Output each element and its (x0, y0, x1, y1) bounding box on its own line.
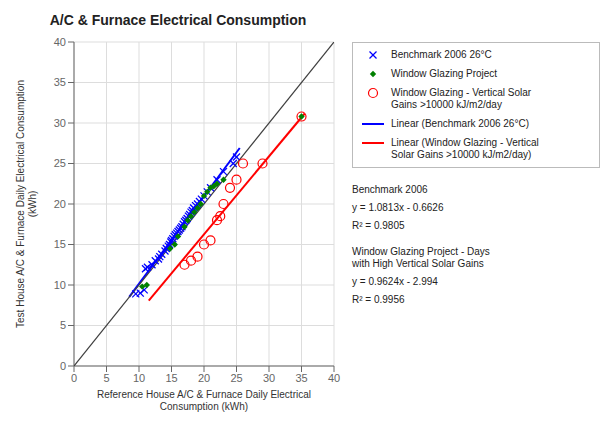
svg-text:5: 5 (103, 372, 109, 384)
html-text:Linear (Window Glazing - Verti: Linear (Window Glazing - Vertical Solar … (391, 137, 539, 160)
html-text:R² = 0.9956: R² = 0.9956 (352, 294, 405, 305)
svg-text:15: 15 (54, 238, 66, 250)
svg-text:10: 10 (54, 279, 66, 291)
html-text:Window Glazing - Vertical Sola: Window Glazing - Vertical Solar Gains >1… (391, 87, 532, 110)
html-text:y = 1.0813x - 0.6626: y = 1.0813x - 0.6626 (352, 202, 444, 213)
svg-text:0: 0 (71, 372, 77, 384)
svg-text:25: 25 (54, 157, 66, 169)
svg-text:Reference House A/C & Furnace: Reference House A/C & Furnace Daily Elec… (97, 389, 311, 412)
svg-text:40: 40 (54, 36, 66, 48)
svg-text:0: 0 (60, 360, 66, 372)
html-text:R² = 0.9805: R² = 0.9805 (352, 220, 405, 231)
svg-text:30: 30 (54, 117, 66, 129)
svg-text:25: 25 (230, 372, 242, 384)
html-text:Window Glazing Project: Window Glazing Project (391, 68, 498, 79)
html-text:Benchmark 2006: Benchmark 2006 (352, 184, 428, 195)
svg-text:20: 20 (198, 372, 210, 384)
html-text:y = 0.9624x - 2.994: y = 0.9624x - 2.994 (352, 276, 438, 287)
html-text:Linear (Benchmark 2006 26°C): Linear (Benchmark 2006 26°C) (391, 118, 529, 129)
html-text:Window Glazing Project - Days: Window Glazing Project - Days with High … (352, 246, 490, 269)
svg-text:Test House A/C & Furnace Daily: Test House A/C & Furnace Daily Electrica… (15, 80, 38, 328)
svg-text:35: 35 (295, 372, 307, 384)
svg-text:35: 35 (54, 76, 66, 88)
svg-text:30: 30 (263, 372, 275, 384)
svg-text:40: 40 (328, 372, 340, 384)
svg-text:20: 20 (54, 198, 66, 210)
svg-text:5: 5 (60, 319, 66, 331)
svg-text:10: 10 (133, 372, 145, 384)
svg-text:15: 15 (165, 372, 177, 384)
html-text:Benchmark 2006 26°C: Benchmark 2006 26°C (391, 49, 492, 60)
html-text:A/C & Furnace Electrical Consu: A/C & Furnace Electrical Consumption (49, 12, 307, 28)
